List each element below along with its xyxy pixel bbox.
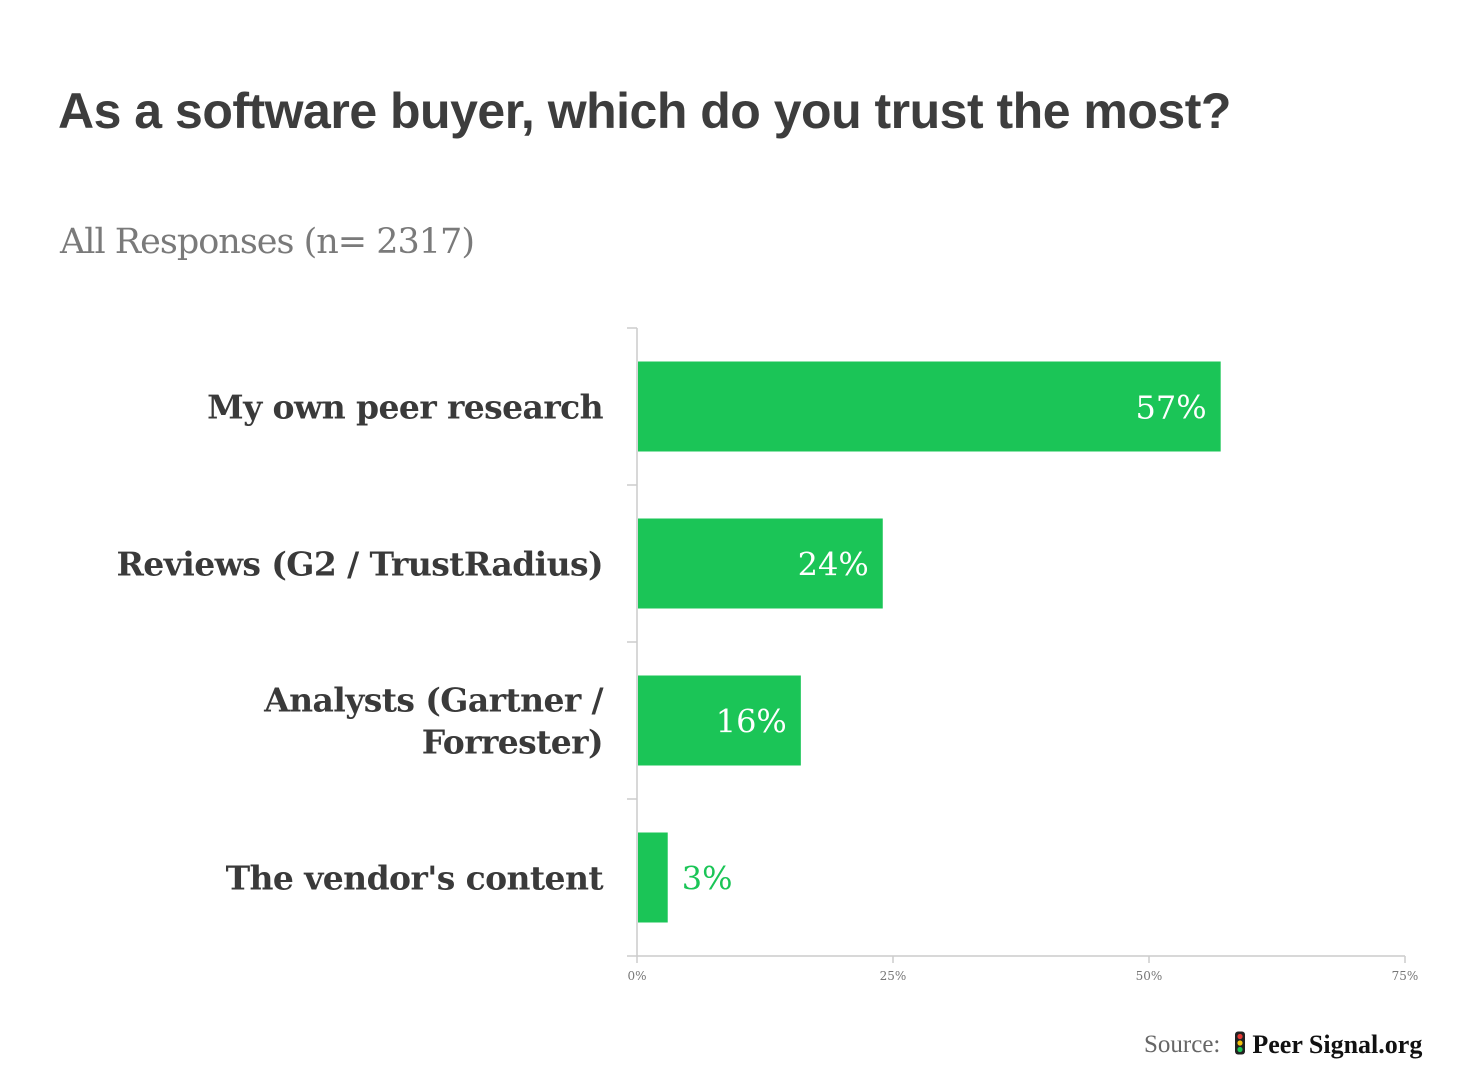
category-label: The vendor's content: [226, 859, 605, 898]
bar: [638, 832, 668, 923]
chart-title: As a software buyer, which do you trust …: [58, 83, 1231, 139]
category-label: Analysts (Gartner / Forrester): [263, 681, 604, 762]
bar-chart: 0% 25% 50% 75% 57% My own peer research 24% Rev…: [116, 327, 1419, 983]
data-label: 57%: [1136, 389, 1207, 427]
category-label-line: Reviews (G2 / TrustRadius): [116, 545, 603, 584]
category-label: My own peer research: [207, 388, 603, 427]
brand-name: Peer Signal.org: [1252, 1030, 1423, 1059]
category-label-line: Forrester): [422, 723, 603, 762]
x-tick-label: 50%: [1136, 969, 1163, 983]
category-label-line: The vendor's content: [226, 859, 605, 898]
data-label: 24%: [798, 546, 869, 584]
traffic-light-icon: [1234, 1031, 1246, 1060]
category-label-line: Analysts (Gartner /: [263, 681, 604, 720]
x-tick-label: 0%: [627, 969, 646, 983]
bar: [638, 361, 1221, 452]
source-footer: Source: Peer Signal.org: [1144, 1030, 1422, 1060]
bar: [638, 518, 883, 609]
x-tick-label: 25%: [880, 969, 907, 983]
category-label-line: My own peer research: [207, 388, 603, 427]
data-label: 3%: [682, 860, 733, 898]
source-label: Source:: [1144, 1031, 1221, 1058]
category-label: Reviews (G2 / TrustRadius): [116, 545, 603, 584]
chart-subtitle: All Responses (n= 2317): [60, 222, 475, 262]
x-tick-label: 75%: [1392, 969, 1419, 983]
bar: [638, 675, 801, 766]
data-label: 16%: [716, 703, 787, 741]
